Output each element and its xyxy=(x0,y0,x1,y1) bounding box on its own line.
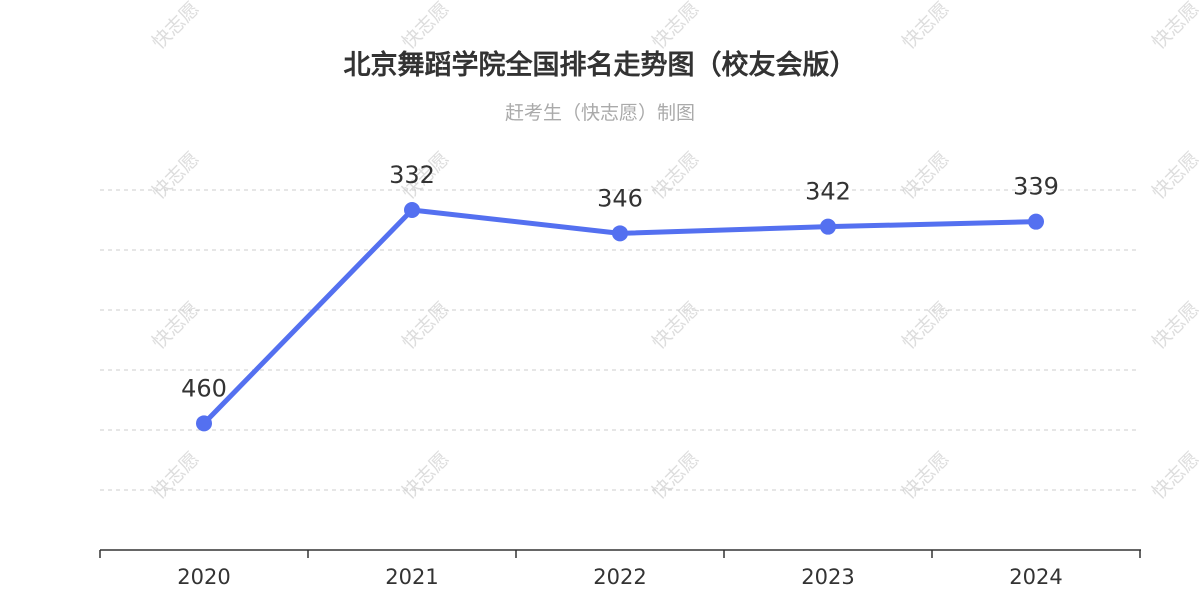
watermark-text: 快志愿 xyxy=(898,148,954,204)
watermark-text: 快志愿 xyxy=(648,0,704,54)
x-tick-label: 2020 xyxy=(177,565,230,589)
data-point[interactable] xyxy=(404,202,420,218)
watermark-text: 快志愿 xyxy=(1148,448,1200,504)
watermark-text: 快志愿 xyxy=(648,148,704,204)
series-line xyxy=(201,207,1039,426)
data-point[interactable] xyxy=(196,415,212,432)
watermark-text: 快志愿 xyxy=(1148,298,1200,354)
watermark-text: 快志愿 xyxy=(148,448,204,504)
watermark-text: 快志愿 xyxy=(398,448,454,504)
watermark-text: 快志愿 xyxy=(398,0,454,54)
watermark-text: 快志愿 xyxy=(648,298,704,354)
grid-lines xyxy=(100,189,1140,491)
x-tick-label: 2021 xyxy=(385,565,438,589)
x-tick-label: 2023 xyxy=(801,565,854,589)
watermark-text: 快志愿 xyxy=(898,0,954,54)
watermark-text: 快志愿 xyxy=(1148,148,1200,204)
watermark-text: 快志愿 xyxy=(1148,0,1200,54)
x-tick-label: 2022 xyxy=(593,565,646,589)
data-point[interactable] xyxy=(1028,213,1044,230)
chart-subtitle: 赶考生（快志愿）制图 xyxy=(505,102,695,124)
watermark-text: 快志愿 xyxy=(898,448,954,504)
watermark-text: 快志愿 xyxy=(648,448,704,504)
data-label: 460 xyxy=(181,374,227,402)
x-tick-label: 2024 xyxy=(1009,565,1062,589)
data-point[interactable] xyxy=(820,218,836,235)
x-axis: 2020 2021 2022 2023 2024 xyxy=(99,549,1141,589)
watermark-text: 快志愿 xyxy=(398,298,454,354)
chart-title: 北京舞蹈学院全国排名走势图（校友会版） xyxy=(344,49,857,81)
data-point[interactable] xyxy=(612,225,628,242)
data-label: 339 xyxy=(1013,173,1059,201)
watermark-text: 快志愿 xyxy=(148,298,204,354)
data-label: 342 xyxy=(805,178,851,206)
watermark-text: 快志愿 xyxy=(898,298,954,354)
watermark-text: 快志愿 xyxy=(148,148,204,204)
data-label: 346 xyxy=(597,184,643,212)
data-label: 332 xyxy=(389,161,435,189)
series-layer: 460 332 346 342 339 xyxy=(181,161,1059,432)
watermark-text: 快志愿 xyxy=(148,0,204,54)
